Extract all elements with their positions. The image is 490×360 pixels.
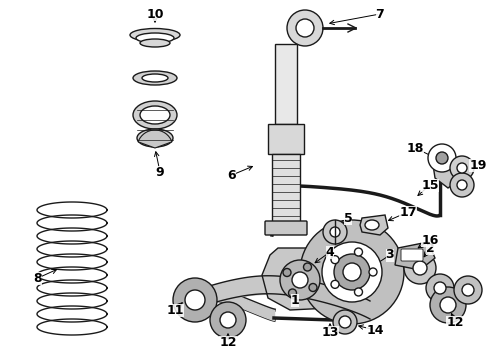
Ellipse shape	[133, 71, 177, 85]
Circle shape	[330, 227, 340, 237]
Circle shape	[300, 220, 404, 324]
Text: 14: 14	[366, 324, 384, 337]
Text: 10: 10	[146, 8, 164, 21]
Circle shape	[334, 254, 370, 290]
Circle shape	[184, 288, 204, 308]
FancyBboxPatch shape	[401, 249, 423, 261]
Circle shape	[430, 287, 466, 323]
Circle shape	[331, 256, 339, 264]
Circle shape	[413, 261, 427, 275]
Text: 15: 15	[421, 179, 439, 192]
Ellipse shape	[130, 28, 180, 41]
Ellipse shape	[365, 220, 379, 230]
Circle shape	[280, 260, 320, 300]
Circle shape	[369, 268, 377, 276]
Text: 2: 2	[426, 242, 434, 255]
Circle shape	[210, 302, 246, 338]
Text: 9: 9	[156, 166, 164, 179]
Circle shape	[333, 310, 357, 334]
Ellipse shape	[136, 33, 174, 43]
Circle shape	[292, 272, 308, 288]
Circle shape	[189, 293, 199, 303]
Circle shape	[426, 274, 454, 302]
Circle shape	[185, 290, 205, 310]
Text: 16: 16	[421, 234, 439, 247]
Text: 8: 8	[34, 271, 42, 284]
Circle shape	[339, 316, 351, 328]
Circle shape	[450, 156, 474, 180]
Text: 18: 18	[406, 141, 424, 154]
Polygon shape	[262, 248, 348, 310]
Circle shape	[454, 276, 482, 304]
Circle shape	[331, 280, 339, 288]
Text: 4: 4	[326, 246, 334, 258]
Circle shape	[404, 252, 436, 284]
FancyBboxPatch shape	[272, 154, 300, 224]
Polygon shape	[395, 242, 435, 270]
Text: 5: 5	[343, 212, 352, 225]
FancyBboxPatch shape	[265, 221, 307, 235]
Text: 13: 13	[321, 325, 339, 338]
Circle shape	[173, 278, 217, 322]
Circle shape	[440, 297, 456, 313]
Circle shape	[434, 282, 446, 294]
Ellipse shape	[140, 106, 170, 124]
Text: 1: 1	[291, 293, 299, 306]
Circle shape	[354, 288, 363, 296]
Text: 6: 6	[228, 168, 236, 181]
Text: 19: 19	[469, 158, 487, 171]
Wedge shape	[138, 130, 172, 148]
Ellipse shape	[133, 101, 177, 129]
Circle shape	[322, 242, 382, 302]
Circle shape	[303, 263, 312, 271]
Circle shape	[323, 220, 347, 244]
Circle shape	[428, 144, 456, 172]
Circle shape	[436, 152, 448, 164]
Circle shape	[296, 19, 314, 37]
Circle shape	[287, 10, 323, 46]
Text: 7: 7	[376, 8, 384, 21]
Circle shape	[343, 263, 361, 281]
Circle shape	[309, 284, 317, 292]
Circle shape	[462, 284, 474, 296]
Circle shape	[220, 312, 236, 328]
Circle shape	[283, 269, 291, 276]
Text: 3: 3	[386, 248, 394, 261]
Circle shape	[289, 289, 296, 297]
Ellipse shape	[137, 129, 173, 147]
FancyBboxPatch shape	[275, 44, 297, 124]
Circle shape	[457, 180, 467, 190]
Text: 12: 12	[446, 315, 464, 328]
Circle shape	[450, 173, 474, 197]
Ellipse shape	[142, 74, 168, 82]
Polygon shape	[360, 215, 388, 235]
Polygon shape	[432, 152, 462, 188]
Circle shape	[354, 248, 363, 256]
Text: 12: 12	[219, 336, 237, 348]
Text: 17: 17	[399, 206, 417, 219]
Ellipse shape	[140, 39, 170, 47]
FancyBboxPatch shape	[268, 124, 304, 154]
Text: 11: 11	[166, 303, 184, 316]
Circle shape	[457, 163, 467, 173]
